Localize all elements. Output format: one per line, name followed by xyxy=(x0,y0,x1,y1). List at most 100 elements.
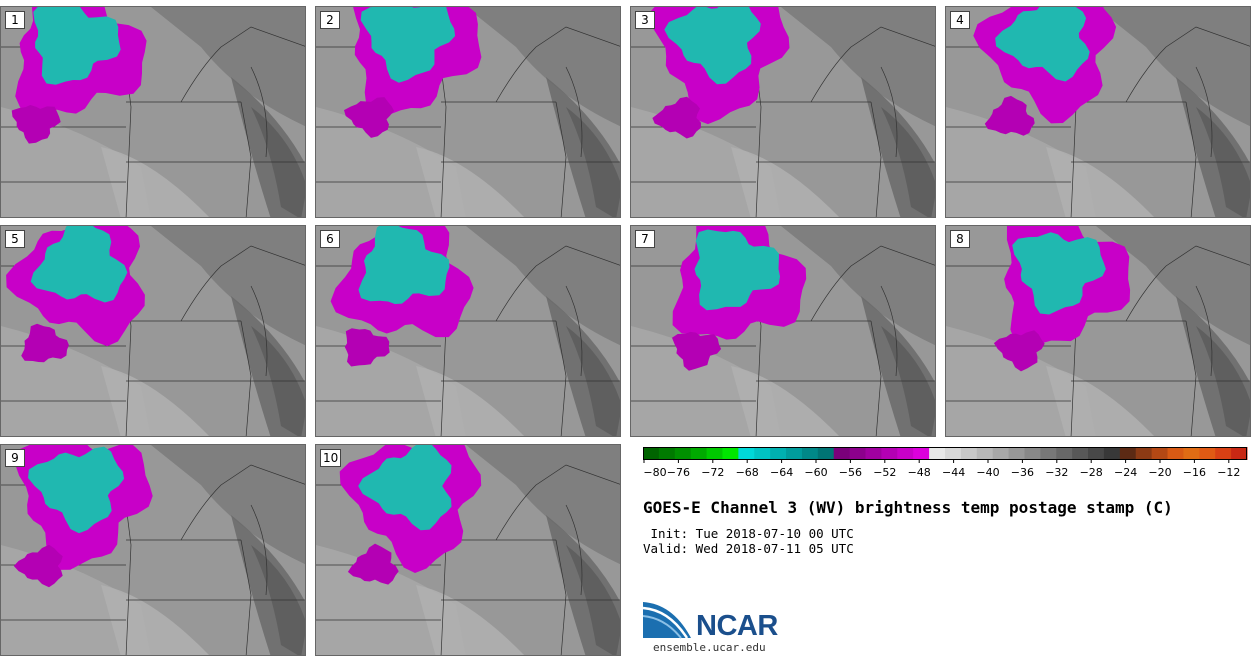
colorbar-tick-label: −44 xyxy=(942,466,965,479)
colorbar-bin xyxy=(1024,447,1041,460)
colorbar-bin xyxy=(706,447,723,460)
colorbar-bin xyxy=(992,447,1010,460)
border-line xyxy=(880,66,898,158)
wv-band xyxy=(416,366,525,436)
border-line xyxy=(240,320,252,436)
colorbar-bin xyxy=(643,447,660,460)
colorbar-tick-label: −64 xyxy=(770,466,793,479)
cloud-coldest-core xyxy=(694,229,780,311)
stamp-panel-9: 9 xyxy=(0,444,306,656)
colorbar-bin xyxy=(1103,447,1121,460)
cloud-coldest-core xyxy=(664,7,761,85)
border-line xyxy=(250,504,268,596)
colorbar-bin xyxy=(881,447,898,460)
stamp-panel-6: 6 xyxy=(315,225,621,437)
stamp-map xyxy=(316,7,620,217)
wv-band xyxy=(151,445,305,565)
logo-url: ensemble.ucar.edu xyxy=(653,641,766,654)
colorbar-tick-label: −76 xyxy=(667,466,690,479)
colorbar-bin xyxy=(1056,447,1073,460)
colorbar-tick-label: −56 xyxy=(839,466,862,479)
member-number: 4 xyxy=(950,11,970,29)
colorbar-bin xyxy=(1215,447,1232,460)
colorbar-bin xyxy=(1040,447,1057,460)
border-line xyxy=(180,245,305,322)
wv-band xyxy=(151,7,305,127)
wv-band xyxy=(101,147,210,217)
cloud-shield xyxy=(344,7,482,138)
colorbar-bin xyxy=(1151,447,1169,460)
cloud-shield xyxy=(6,226,145,363)
border-line xyxy=(565,504,583,596)
stamp-panel-5: 5 xyxy=(0,225,306,437)
colorbar-bin xyxy=(770,447,787,460)
colorbar-bin xyxy=(849,447,867,460)
border-line xyxy=(180,464,305,541)
wv-band xyxy=(781,7,935,127)
colorbar-bin xyxy=(976,447,994,460)
cloud-cold-region xyxy=(347,543,399,585)
wv-band xyxy=(731,147,840,217)
colorbar-bin xyxy=(1072,447,1089,460)
colorbar-bin xyxy=(865,447,882,460)
colorbar-tick-label: −72 xyxy=(701,466,724,479)
colorbar-tick-label: −36 xyxy=(1011,466,1034,479)
cloud-cold-region xyxy=(11,105,61,144)
colorbar-bin xyxy=(817,447,835,460)
colorbar-bin xyxy=(1183,447,1200,460)
stamp-map xyxy=(631,7,935,217)
border-line xyxy=(495,26,620,103)
member-number: 9 xyxy=(5,449,25,467)
cloud-coldest-core xyxy=(28,446,125,534)
wv-band xyxy=(1096,7,1250,127)
border-line xyxy=(250,285,268,377)
stamp-panel-8: 8 xyxy=(945,225,1251,437)
colorbar-bin xyxy=(1199,447,1216,460)
cloud-coldest-core xyxy=(1012,232,1106,315)
colorbar-bin xyxy=(913,447,930,460)
wv-band xyxy=(466,445,620,565)
colorbar-bin xyxy=(960,447,978,460)
border-line xyxy=(1195,66,1213,158)
stamp-map xyxy=(946,226,1250,436)
member-number: 7 xyxy=(635,230,655,248)
cloud-cold-region xyxy=(344,97,395,138)
stamp-map xyxy=(316,445,620,655)
colorbar-bin xyxy=(722,447,739,460)
stamp-panel-7: 7 xyxy=(630,225,936,437)
colorbar-tick-label: −16 xyxy=(1183,466,1206,479)
cloud-shield xyxy=(339,445,482,585)
border-line xyxy=(555,101,567,217)
member-number: 6 xyxy=(320,230,340,248)
stamp-panel-1: 1 xyxy=(0,6,306,218)
stamp-map xyxy=(1,445,305,655)
ncar-logo-icon xyxy=(643,602,691,639)
colorbar-bin xyxy=(1008,447,1025,460)
wv-band xyxy=(101,366,210,436)
colorbar-bin xyxy=(1088,447,1105,460)
stamp-panel-3: 3 xyxy=(630,6,936,218)
cloud-shield xyxy=(973,7,1117,136)
member-number: 5 xyxy=(5,230,25,248)
wv-band xyxy=(1046,366,1155,436)
colorbar-bin xyxy=(1135,447,1153,460)
colorbar-bin xyxy=(690,447,708,460)
logo-wordmark: NCAR xyxy=(696,610,778,642)
cloud-cold-region xyxy=(21,323,69,363)
border-line xyxy=(1185,101,1197,217)
colorbar-tick-label: −24 xyxy=(1114,466,1137,479)
wv-band xyxy=(416,585,525,655)
border-line xyxy=(555,539,567,655)
stamp-panel-10: 10 xyxy=(315,444,621,656)
cloud-shield xyxy=(13,445,153,588)
init-time: Init: Tue 2018-07-10 00 UTC xyxy=(643,526,854,541)
stamp-panel-4: 4 xyxy=(945,6,1251,218)
wv-band xyxy=(1046,147,1155,217)
border-line xyxy=(240,539,252,655)
colorbar-bin xyxy=(1167,447,1184,460)
colorbar-outline xyxy=(643,447,1247,460)
colorbar-tick-label: −68 xyxy=(736,466,759,479)
colorbar-tick-label: −80 xyxy=(643,466,666,479)
border-line xyxy=(565,66,583,158)
border-line xyxy=(250,66,268,158)
